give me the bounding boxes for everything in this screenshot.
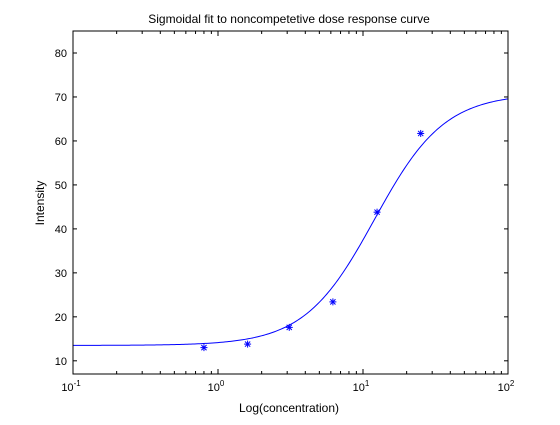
x-tick-label: 10-1 <box>61 379 81 394</box>
y-tick-label: 60 <box>55 136 67 148</box>
data-point <box>244 340 252 348</box>
x-tick-exponent: 2 <box>510 379 515 388</box>
data-point <box>373 208 381 216</box>
y-axis-label: Intensity <box>33 181 47 226</box>
plot-area <box>73 31 508 374</box>
y-tick-label: 10 <box>55 356 67 368</box>
y-tick-label: 20 <box>55 312 67 324</box>
data-point <box>417 129 425 137</box>
y-tick-label: 50 <box>55 180 67 192</box>
x-tick-exponent: 0 <box>220 379 225 388</box>
data-markers <box>200 129 425 352</box>
x-tick-exponent: 1 <box>365 379 370 388</box>
x-tick-base: 10 <box>498 382 510 394</box>
chart-title: Sigmoidal fit to noncompetetive dose res… <box>148 12 430 26</box>
fit-curve <box>73 98 509 346</box>
x-tick-exponent: -1 <box>74 379 82 388</box>
y-tick-label: 40 <box>55 224 67 236</box>
plot-frame <box>72 30 509 375</box>
x-tick-base: 10 <box>353 382 365 394</box>
data-point <box>285 323 293 331</box>
x-tick-label: 100 <box>208 379 225 394</box>
x-tick-base: 10 <box>61 382 73 394</box>
data-point <box>329 298 337 306</box>
y-axis-ticks: 10 20 30 40 50 60 70 80 <box>55 48 508 368</box>
y-tick-label: 30 <box>55 268 67 280</box>
x-tick-base: 10 <box>208 382 220 394</box>
x-tick-label: 102 <box>498 379 515 394</box>
y-tick-label: 80 <box>55 48 67 60</box>
x-tick-label: 101 <box>353 379 370 394</box>
data-point <box>200 344 208 352</box>
y-tick-label: 70 <box>55 92 67 104</box>
x-axis-label: Log(concentration) <box>239 401 339 415</box>
